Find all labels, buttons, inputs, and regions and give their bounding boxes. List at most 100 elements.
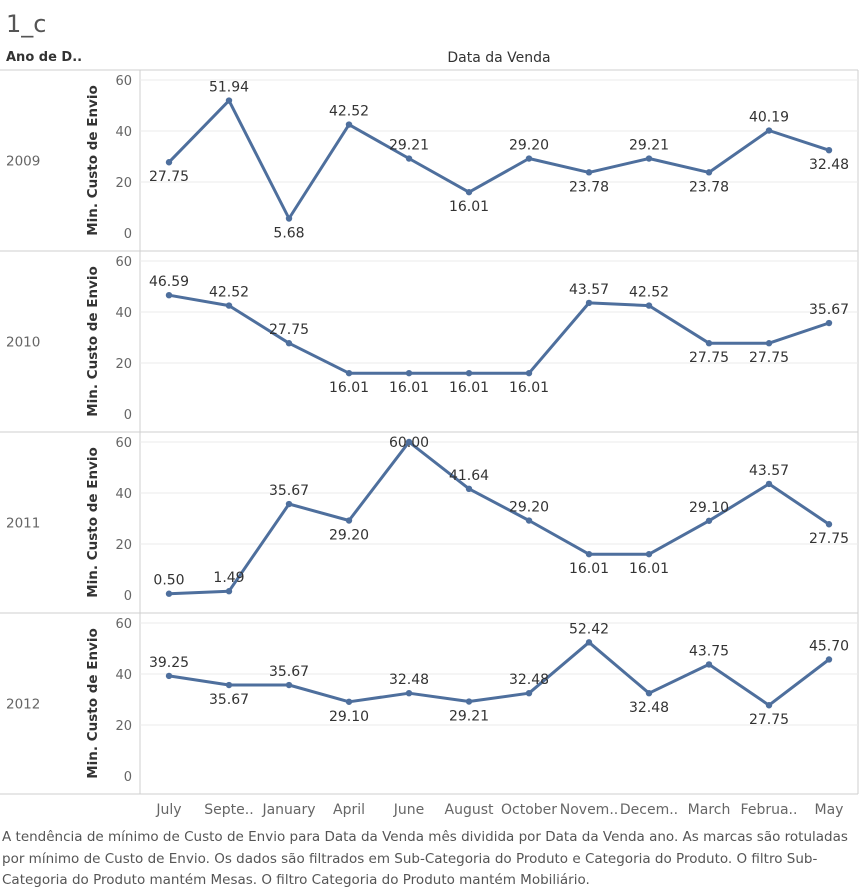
data-label: 27.75 [689, 350, 729, 366]
data-point [225, 681, 233, 689]
chart-caption: A tendência de mínimo de Custo de Envio … [2, 829, 848, 888]
data-label: 23.78 [689, 179, 729, 195]
data-point [165, 672, 173, 680]
data-point [765, 480, 773, 488]
data-label: 39.25 [149, 655, 189, 671]
y-tick-label: 20 [115, 357, 132, 372]
data-point [525, 517, 533, 524]
x-tick-label: January [261, 802, 315, 818]
data-label: 29.20 [509, 500, 549, 516]
data-label: 29.20 [329, 528, 369, 544]
data-label: 27.75 [149, 169, 189, 185]
data-label: 45.70 [809, 638, 849, 654]
y-tick-label: 0 [124, 227, 132, 242]
y-axis-title: Min. Custo de Envio [85, 447, 101, 598]
data-label: 29.21 [629, 138, 669, 154]
y-axis-title: Min. Custo de Envio [85, 85, 101, 236]
data-point [705, 169, 713, 176]
data-point [405, 155, 413, 162]
data-label: 16.01 [449, 199, 489, 215]
data-point [465, 698, 473, 705]
y-tick-label: 60 [115, 74, 132, 89]
data-point [705, 517, 713, 524]
data-label: 27.75 [809, 531, 849, 547]
series-line [167, 293, 831, 375]
x-tick-label: Februa.. [741, 802, 798, 818]
data-label: 43.75 [689, 643, 729, 659]
y-tick-label: 0 [124, 589, 132, 604]
data-point [165, 590, 173, 597]
y-tick-label: 0 [124, 770, 132, 785]
data-point [285, 340, 293, 347]
data-point [645, 550, 653, 558]
data-label: 32.48 [389, 672, 429, 688]
data-point [345, 698, 353, 705]
data-point [765, 127, 773, 134]
data-label: 1.49 [213, 570, 244, 586]
column-header[interactable]: Data da Venda [447, 50, 551, 66]
data-point [525, 155, 533, 162]
data-point [225, 588, 233, 595]
y-axis-title: Min. Custo de Envio [85, 266, 101, 417]
data-label: 42.52 [629, 285, 669, 301]
y-tick-label: 0 [124, 408, 132, 423]
y-tick-label: 40 [115, 306, 132, 321]
data-point [345, 517, 353, 524]
x-tick-label: August [445, 802, 495, 818]
data-label: 29.10 [689, 500, 729, 516]
data-point [465, 188, 473, 196]
x-tick-label: October [501, 802, 557, 818]
data-label: 43.57 [569, 282, 609, 298]
row-header[interactable]: Ano de D.. [6, 50, 83, 65]
data-point [645, 689, 653, 697]
data-label: 52.42 [569, 621, 609, 637]
data-label: 29.10 [329, 709, 369, 725]
data-label: 27.75 [269, 322, 309, 338]
data-label: 43.57 [749, 463, 789, 479]
x-tick-label: Decem.. [620, 802, 678, 818]
data-label: 29.20 [509, 138, 549, 154]
data-point [225, 302, 233, 309]
data-label: 27.75 [749, 350, 789, 366]
data-point [705, 661, 713, 668]
data-point [765, 340, 773, 347]
data-point [465, 369, 473, 377]
data-label: 16.01 [389, 380, 429, 396]
data-point [585, 299, 593, 307]
data-point [345, 369, 353, 377]
y-tick-label: 40 [115, 487, 132, 502]
data-label: 42.52 [329, 104, 369, 120]
data-point [765, 702, 773, 709]
year-label: 2011 [6, 516, 40, 532]
sheet-title: 1_c [6, 10, 47, 38]
data-label: 35.67 [809, 302, 849, 318]
data-label: 29.21 [389, 138, 429, 154]
x-tick-label: Novem.. [560, 802, 618, 818]
data-point [585, 550, 593, 558]
y-tick-label: 20 [115, 719, 132, 734]
data-label: 32.48 [809, 157, 849, 173]
year-label: 2012 [6, 697, 40, 713]
data-label: 16.01 [509, 380, 549, 396]
series-line [167, 640, 831, 707]
data-label: 51.94 [209, 80, 249, 96]
x-tick-label: June [393, 802, 425, 818]
data-label: 0.50 [153, 573, 184, 589]
data-label: 32.48 [509, 672, 549, 688]
y-tick-label: 20 [115, 538, 132, 553]
data-label: 40.19 [749, 110, 789, 126]
data-point [645, 302, 653, 309]
data-point [465, 485, 473, 493]
data-point [645, 155, 653, 162]
data-label: 16.01 [569, 561, 609, 577]
data-point [225, 97, 233, 104]
data-label: 42.52 [209, 285, 249, 301]
data-label: 35.67 [209, 692, 249, 708]
data-point [585, 639, 593, 646]
data-label: 35.67 [269, 664, 309, 680]
data-label: 35.67 [269, 483, 309, 499]
data-point [165, 291, 173, 299]
data-label: 29.21 [449, 709, 489, 725]
data-point [825, 656, 833, 663]
data-point [825, 521, 833, 528]
